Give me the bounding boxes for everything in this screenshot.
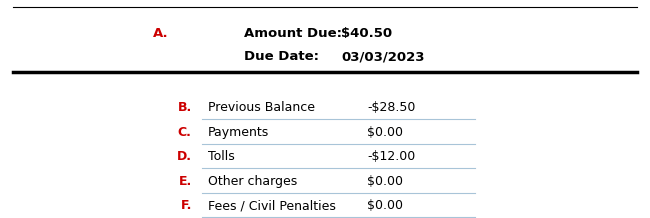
Text: $40.50: $40.50 — [341, 27, 393, 40]
Text: 03/03/2023: 03/03/2023 — [341, 50, 424, 63]
Text: Due Date:: Due Date: — [244, 50, 318, 63]
Text: -$12.00: -$12.00 — [367, 150, 415, 163]
Text: Fees / Civil Penalties: Fees / Civil Penalties — [208, 199, 336, 212]
Text: C.: C. — [178, 126, 192, 139]
Text: $0.00: $0.00 — [367, 199, 403, 212]
Text: Payments: Payments — [208, 126, 269, 139]
Text: $0.00: $0.00 — [367, 175, 403, 188]
Text: Previous Balance: Previous Balance — [208, 101, 315, 114]
Text: -$28.50: -$28.50 — [367, 101, 415, 114]
Text: A.: A. — [153, 27, 169, 40]
Text: E.: E. — [179, 175, 192, 188]
Text: B.: B. — [177, 101, 192, 114]
Text: F.: F. — [181, 199, 192, 212]
Text: Tolls: Tolls — [208, 150, 235, 163]
Text: $0.00: $0.00 — [367, 126, 403, 139]
Text: Amount Due:: Amount Due: — [244, 27, 342, 40]
Text: D.: D. — [177, 150, 192, 163]
Text: Other charges: Other charges — [208, 175, 297, 188]
